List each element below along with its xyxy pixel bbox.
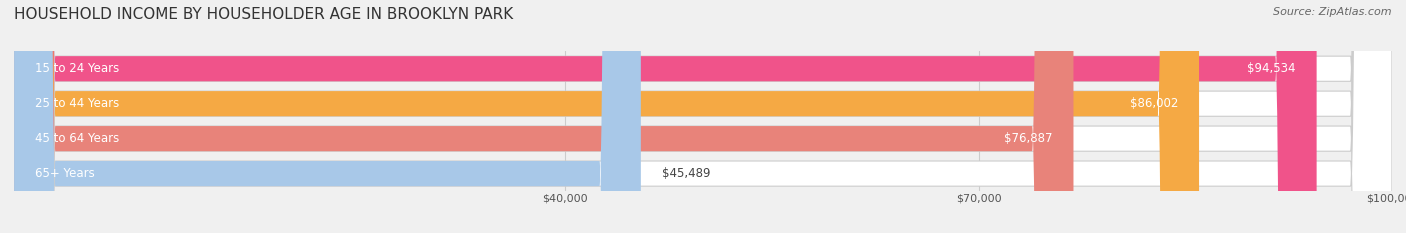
Text: $94,534: $94,534 [1247, 62, 1296, 75]
Text: $86,002: $86,002 [1130, 97, 1178, 110]
FancyBboxPatch shape [14, 0, 1199, 233]
FancyBboxPatch shape [14, 0, 1316, 233]
FancyBboxPatch shape [14, 0, 1392, 233]
Text: HOUSEHOLD INCOME BY HOUSEHOLDER AGE IN BROOKLYN PARK: HOUSEHOLD INCOME BY HOUSEHOLDER AGE IN B… [14, 7, 513, 22]
FancyBboxPatch shape [14, 0, 1392, 233]
FancyBboxPatch shape [14, 0, 1392, 233]
Text: 25 to 44 Years: 25 to 44 Years [35, 97, 120, 110]
Text: $45,489: $45,489 [661, 167, 710, 180]
Text: $76,887: $76,887 [1004, 132, 1053, 145]
Text: 65+ Years: 65+ Years [35, 167, 94, 180]
Text: 15 to 24 Years: 15 to 24 Years [35, 62, 120, 75]
FancyBboxPatch shape [14, 0, 1073, 233]
Text: 45 to 64 Years: 45 to 64 Years [35, 132, 120, 145]
FancyBboxPatch shape [14, 0, 1392, 233]
Text: Source: ZipAtlas.com: Source: ZipAtlas.com [1274, 7, 1392, 17]
FancyBboxPatch shape [14, 0, 641, 233]
